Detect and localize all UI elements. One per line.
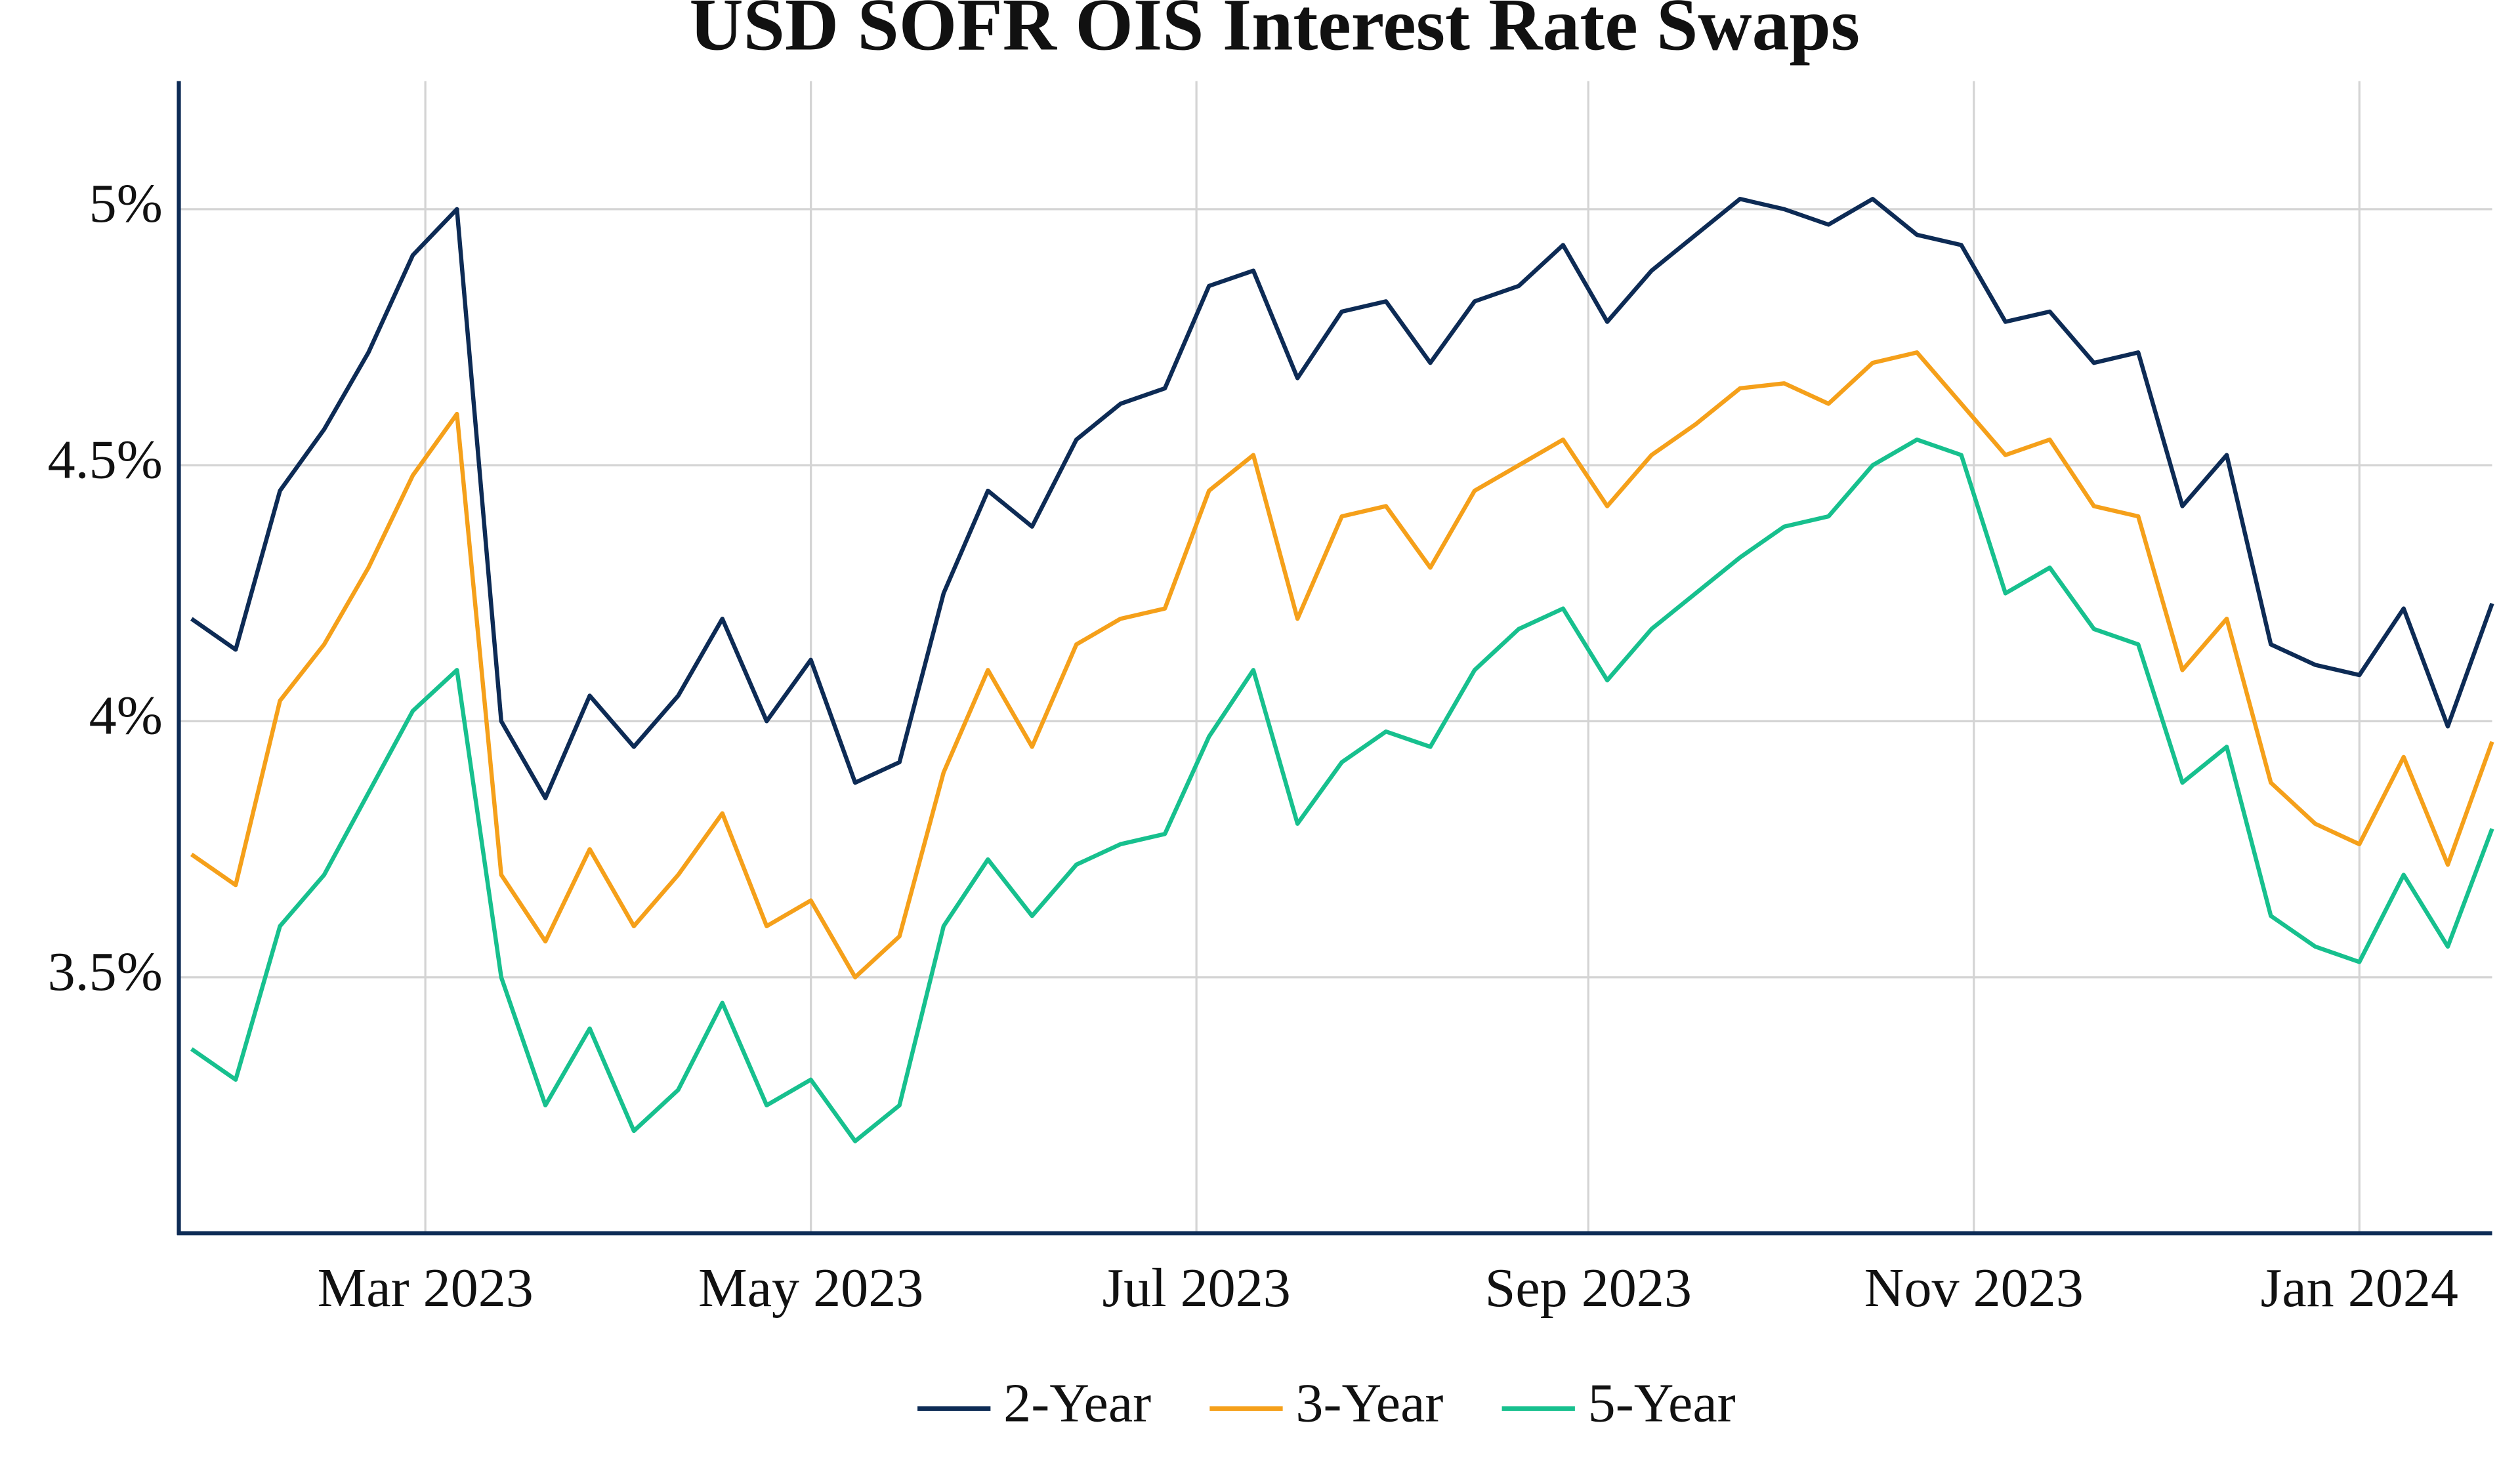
chart-title: USD SOFR OIS Interest Rate Swaps bbox=[689, 0, 1860, 66]
series-line bbox=[190, 437, 2494, 1143]
legend-label: 2-Year bbox=[1003, 1372, 1151, 1433]
series-line bbox=[190, 197, 2494, 800]
y-tick-label: 5% bbox=[89, 173, 163, 234]
x-tick-label: Jan 2024 bbox=[2261, 1258, 2458, 1319]
y-tick-label: 3.5% bbox=[48, 941, 163, 1002]
x-tick-label: Jul 2023 bbox=[1102, 1258, 1290, 1319]
x-tick-label: Mar 2023 bbox=[317, 1258, 533, 1319]
legend-label: 5-Year bbox=[1588, 1372, 1736, 1433]
x-tick-label: Nov 2023 bbox=[1864, 1258, 2084, 1319]
y-tick-label: 4.5% bbox=[48, 429, 163, 490]
series-line bbox=[190, 350, 2494, 979]
x-tick-label: May 2023 bbox=[698, 1258, 923, 1319]
legend-label: 3-Year bbox=[1295, 1372, 1443, 1433]
y-tick-label: 4% bbox=[89, 686, 163, 747]
x-tick-label: Sep 2023 bbox=[1485, 1258, 1692, 1319]
